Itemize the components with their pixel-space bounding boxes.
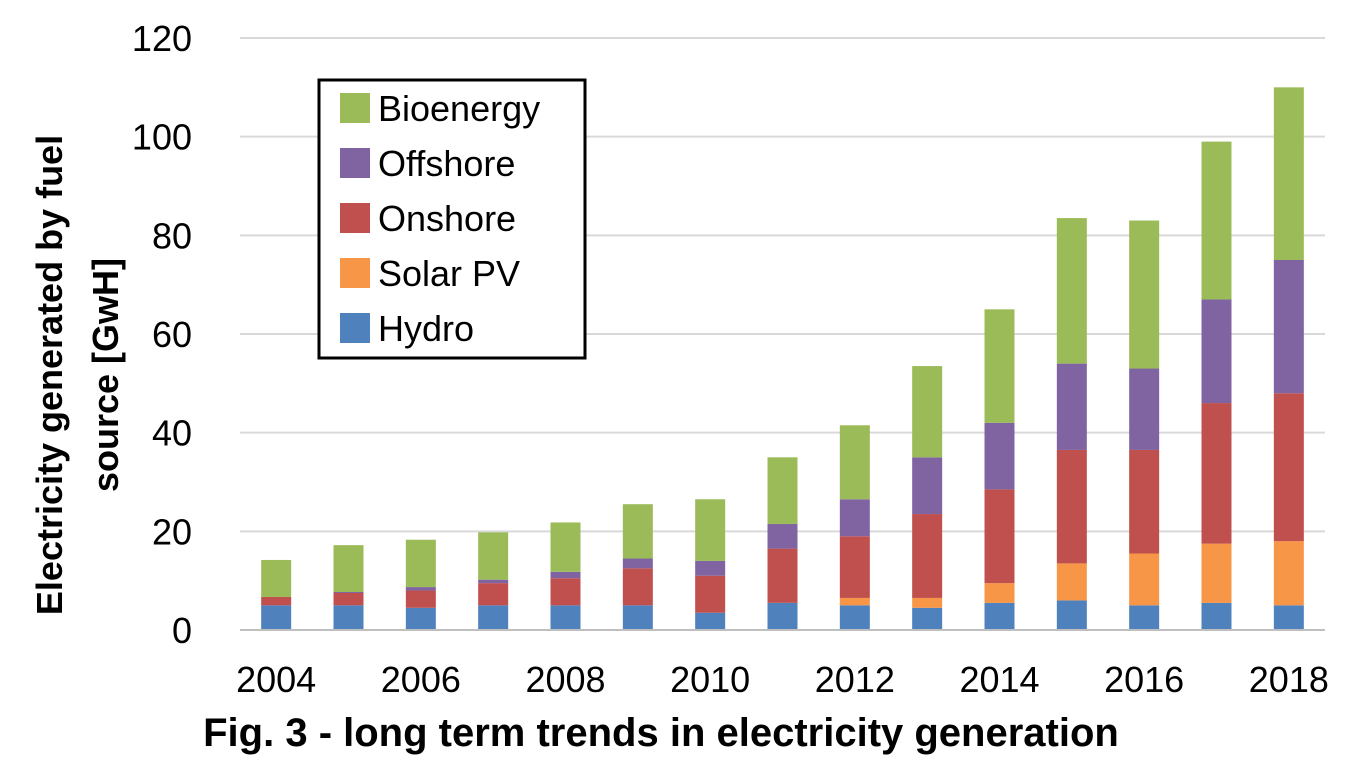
bar-segment-hydro-2006	[405, 607, 436, 630]
bar-segment-bioenergy-2006	[405, 539, 436, 588]
bar-segment-offshore-2015	[1056, 363, 1087, 450]
bar-segment-bioenergy-2005	[333, 545, 364, 593]
bar-segment-bioenergy-2010	[695, 499, 726, 561]
bar-segment-hydro-2016	[1129, 605, 1160, 630]
bar-segment-solar-pv-2017	[1201, 543, 1232, 603]
bar-segment-offshore-2008	[550, 571, 581, 579]
bar-segment-hydro-2014	[984, 602, 1015, 630]
bar-segment-hydro-2004	[261, 605, 292, 630]
x-tick-label: 2016	[1104, 659, 1184, 700]
legend-swatch-onshore	[340, 203, 370, 233]
bar-segment-offshore-2017	[1201, 299, 1232, 404]
x-tick-label: 2004	[236, 659, 316, 700]
y-tick-label: 20	[152, 511, 192, 552]
bar-segment-bioenergy-2012	[839, 425, 870, 500]
bar-segment-offshore-2018	[1273, 260, 1304, 394]
y-tick-label: 40	[152, 413, 192, 454]
legend: Bioenergy Offshore Onshore Solar PV Hydro	[317, 78, 587, 360]
bar-segment-bioenergy-2018	[1273, 87, 1304, 260]
bar-segment-bioenergy-2015	[1056, 218, 1087, 364]
y-tick-label: 80	[152, 215, 192, 256]
bar-segment-bioenergy-2009	[622, 504, 653, 559]
bar-segment-hydro-2008	[550, 605, 581, 630]
bar-segment-onshore-2009	[622, 568, 653, 606]
bar-segment-offshore-2005	[333, 592, 364, 593]
legend-label-offshore: Offshore	[378, 143, 515, 184]
y-tick-label: 0	[172, 610, 192, 651]
y-axis-ticks: 0 20 40 60 80 100 120	[132, 18, 192, 651]
bar-segment-bioenergy-2007	[478, 532, 509, 580]
x-tick-label: 2008	[525, 659, 605, 700]
y-axis-label-line-1: Electricity generated by fuel	[29, 135, 70, 615]
bar-segment-onshore-2007	[478, 583, 509, 606]
bar-segment-bioenergy-2016	[1129, 220, 1160, 369]
legend-swatch-hydro	[340, 313, 370, 343]
bar-segment-onshore-2006	[405, 590, 436, 608]
bar-segment-offshore-2013	[912, 457, 943, 515]
y-tick-label: 60	[152, 314, 192, 355]
bar-segment-onshore-2014	[984, 489, 1015, 584]
legend-label-bioenergy: Bioenergy	[378, 88, 540, 129]
bar-segment-bioenergy-2011	[767, 457, 798, 524]
y-tick-label: 100	[132, 117, 192, 158]
bar-segment-onshore-2015	[1056, 449, 1087, 564]
bar-segment-bioenergy-2004	[261, 559, 292, 597]
bar-segment-onshore-2010	[695, 575, 726, 613]
bar-segment-offshore-2009	[622, 558, 653, 569]
bar-segment-onshore-2018	[1273, 393, 1304, 542]
bar-segment-offshore-2006	[405, 587, 436, 591]
bar-segment-bioenergy-2017	[1201, 141, 1232, 300]
bar-segment-solar-pv-2016	[1129, 553, 1160, 606]
legend-label-hydro: Hydro	[378, 308, 474, 349]
bar-segment-solar-pv-2018	[1273, 541, 1304, 606]
bar-segment-onshore-2012	[839, 536, 870, 598]
bar-segment-offshore-2007	[478, 579, 509, 584]
bar-segment-offshore-2012	[839, 499, 870, 537]
bar-segment-solar-pv-2014	[984, 583, 1015, 603]
bar-segment-hydro-2005	[333, 605, 364, 630]
bar-segment-solar-pv-2013	[912, 597, 943, 608]
bar-segment-hydro-2013	[912, 607, 943, 630]
x-tick-label: 2012	[815, 659, 895, 700]
bar-segment-offshore-2016	[1129, 368, 1160, 450]
figure-caption: Fig. 3 - long term trends in electricity…	[203, 711, 1119, 755]
x-tick-label: 2018	[1249, 659, 1329, 700]
bar-segment-offshore-2010	[695, 560, 726, 576]
bar-segment-solar-pv-2015	[1056, 563, 1087, 601]
y-axis-label-line-2: source [GwH]	[85, 258, 126, 492]
bar-segment-bioenergy-2008	[550, 522, 581, 572]
bar-segment-onshore-2016	[1129, 449, 1160, 554]
bar-segment-hydro-2015	[1056, 600, 1087, 630]
bar-segment-onshore-2005	[333, 593, 364, 606]
bars	[261, 87, 1304, 630]
bar-segment-hydro-2017	[1201, 602, 1232, 630]
bar-segment-hydro-2011	[767, 602, 798, 630]
bar-segment-offshore-2011	[767, 523, 798, 549]
bar-segment-offshore-2014	[984, 422, 1015, 490]
y-tick-label: 120	[132, 18, 192, 59]
bar-segment-hydro-2010	[695, 612, 726, 630]
legend-swatch-offshore	[340, 148, 370, 178]
legend-swatch-bioenergy	[340, 93, 370, 123]
bar-segment-hydro-2018	[1273, 605, 1304, 630]
bar-segment-hydro-2012	[839, 605, 870, 630]
x-axis-ticks: 2004 2006 2008 2010 2012 2014 2016 2018	[236, 659, 1329, 700]
legend-label-solar-pv: Solar PV	[378, 253, 520, 294]
bar-segment-onshore-2017	[1201, 403, 1232, 544]
bar-segment-onshore-2013	[912, 514, 943, 598]
x-tick-label: 2006	[381, 659, 461, 700]
x-tick-label: 2014	[959, 659, 1039, 700]
bar-segment-onshore-2011	[767, 548, 798, 603]
bar-segment-onshore-2004	[261, 596, 292, 606]
bar-segment-hydro-2009	[622, 605, 653, 630]
legend-label-onshore: Onshore	[378, 198, 516, 239]
legend-swatch-solar-pv	[340, 258, 370, 288]
bar-segment-hydro-2007	[478, 605, 509, 630]
bar-segment-solar-pv-2012	[839, 597, 870, 606]
x-tick-label: 2010	[670, 659, 750, 700]
bar-segment-onshore-2008	[550, 578, 581, 606]
bar-segment-bioenergy-2014	[984, 309, 1015, 423]
bar-segment-bioenergy-2013	[912, 366, 943, 458]
